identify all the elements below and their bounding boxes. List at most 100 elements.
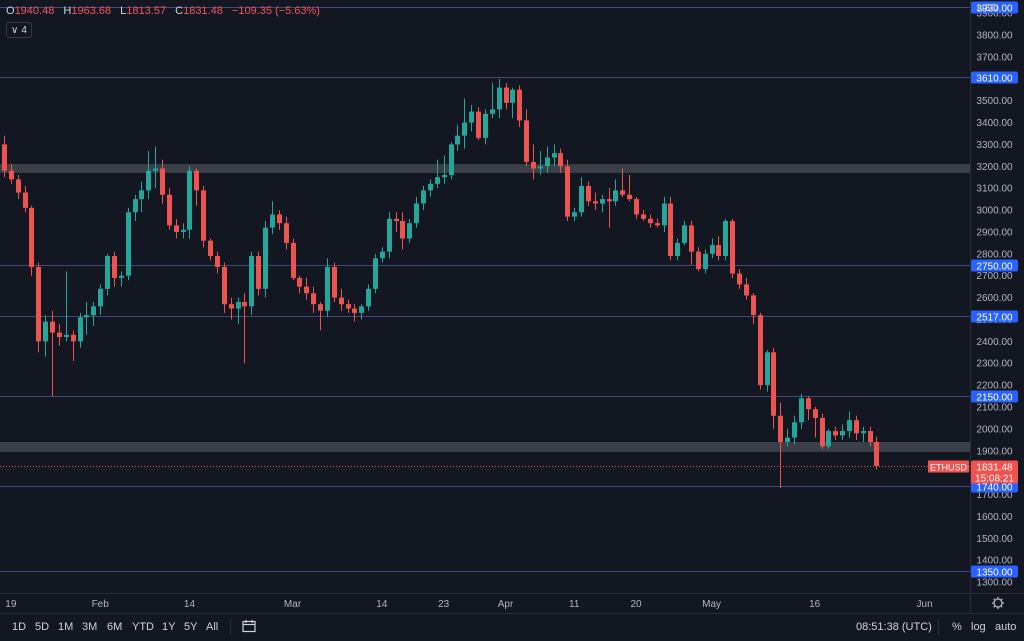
candle-body bbox=[586, 185, 591, 202]
candle-body bbox=[723, 221, 728, 257]
candle-body bbox=[593, 201, 598, 204]
candle-body bbox=[36, 266, 41, 342]
candle-body bbox=[668, 203, 673, 257]
candle bbox=[126, 207, 131, 281]
candle-body bbox=[469, 111, 474, 123]
x-tick-label: 19 bbox=[5, 599, 17, 610]
candle-body bbox=[799, 398, 804, 423]
candle-body bbox=[627, 194, 632, 200]
candle-body bbox=[29, 207, 34, 267]
candle bbox=[242, 293, 247, 364]
high-label: H bbox=[63, 5, 72, 17]
timeframe-1d-button[interactable]: 1D bbox=[12, 621, 27, 633]
candle-body bbox=[194, 170, 199, 191]
candle bbox=[29, 205, 34, 276]
level-price-label: 2750.00 bbox=[976, 262, 1013, 273]
candle bbox=[462, 98, 467, 149]
candle bbox=[249, 251, 254, 316]
candle-body bbox=[490, 109, 495, 114]
candle bbox=[648, 214, 653, 228]
candle bbox=[339, 288, 344, 311]
candle-body bbox=[696, 251, 701, 270]
indicators-toggle-button[interactable]: ∨ 4 bbox=[6, 22, 32, 38]
candle-body bbox=[249, 256, 254, 307]
candle-body bbox=[9, 170, 14, 180]
candle bbox=[799, 393, 804, 429]
candle-body bbox=[861, 431, 866, 434]
candle bbox=[215, 251, 220, 274]
candle-body bbox=[552, 153, 557, 158]
candle-body bbox=[476, 111, 481, 138]
candle-body bbox=[297, 277, 302, 287]
clock-readout[interactable]: 08:51:38 (UTC) bbox=[856, 621, 932, 633]
candle-body bbox=[462, 122, 467, 136]
candle bbox=[586, 181, 591, 206]
candle bbox=[373, 253, 378, 294]
candle bbox=[510, 87, 515, 119]
y-tick-label: 2000.00 bbox=[976, 424, 1013, 435]
candle-body bbox=[84, 315, 89, 318]
candle bbox=[682, 221, 687, 246]
candle bbox=[600, 194, 605, 213]
candle-body bbox=[648, 218, 653, 224]
timeframe-1y-button[interactable]: 1Y bbox=[162, 621, 176, 633]
y-tick-label: 3700.00 bbox=[976, 52, 1013, 63]
log-scale-button[interactable]: log bbox=[971, 621, 986, 633]
currency-label[interactable]: USD bbox=[977, 3, 999, 14]
candle-body bbox=[222, 266, 227, 305]
candle-body bbox=[874, 442, 879, 466]
x-tick-label: 23 bbox=[438, 599, 450, 610]
candle-body bbox=[510, 89, 515, 103]
candlestick-chart[interactable]: 1300.001400.001500.001600.001700.001800.… bbox=[0, 0, 1024, 613]
candle bbox=[874, 436, 879, 470]
level-price-label: 3930.00 bbox=[976, 4, 1013, 15]
candle bbox=[483, 109, 488, 145]
level-price-badge bbox=[971, 310, 1018, 323]
candle-body bbox=[620, 190, 625, 195]
candle bbox=[840, 424, 845, 440]
candle-body bbox=[442, 175, 447, 178]
candle-body bbox=[187, 170, 192, 230]
candle-body bbox=[751, 295, 756, 316]
candle-body bbox=[565, 166, 570, 217]
change-value: −109.35 (−5.63%) bbox=[231, 5, 320, 17]
level-price-label: 2150.00 bbox=[976, 393, 1013, 404]
y-tick-label: 3800.00 bbox=[976, 31, 1013, 42]
candle bbox=[236, 297, 241, 324]
candle bbox=[277, 210, 282, 230]
settings-gear-icon[interactable] bbox=[992, 597, 1004, 609]
timeframe-6m-button[interactable]: 6M bbox=[107, 621, 123, 633]
candle bbox=[428, 179, 433, 197]
candle-body bbox=[311, 293, 316, 305]
candle-body bbox=[435, 177, 440, 184]
candle-body bbox=[373, 258, 378, 289]
candle bbox=[730, 218, 735, 278]
candle bbox=[476, 107, 481, 141]
candle-body bbox=[318, 304, 323, 311]
candle bbox=[469, 105, 474, 132]
last-price-badge bbox=[971, 460, 1018, 484]
y-tick-label: 2700.00 bbox=[976, 271, 1013, 282]
timeframe-1m-button[interactable]: 1M bbox=[58, 621, 74, 633]
ohlc-legend: O1940.48 H1963.68 L1813.57 C1831.48 −109… bbox=[6, 5, 326, 17]
candle bbox=[167, 188, 172, 230]
auto-scale-button[interactable]: auto bbox=[995, 621, 1017, 633]
candle-body bbox=[339, 297, 344, 305]
candle-body bbox=[167, 194, 172, 226]
timeframe-3m-button[interactable]: 3M bbox=[82, 621, 98, 633]
candle-body bbox=[325, 266, 330, 311]
candle bbox=[833, 426, 838, 440]
timeframe-ytd-button[interactable]: YTD bbox=[132, 621, 154, 633]
bottom-toolbar: 1D 5D 1M 3M 6M YTD 1Y 5Y All 08:51:38 (U… bbox=[0, 613, 1024, 641]
candle-body bbox=[2, 144, 7, 171]
candle bbox=[820, 413, 825, 449]
y-tick-label: 1900.00 bbox=[976, 446, 1013, 457]
timeframe-5d-button[interactable]: 5D bbox=[35, 621, 50, 633]
candle-body bbox=[600, 199, 605, 204]
candle-body bbox=[771, 352, 776, 416]
candle-body bbox=[16, 179, 21, 193]
timeframe-all-button[interactable]: All bbox=[206, 621, 219, 633]
timeframe-5y-button[interactable]: 5Y bbox=[184, 621, 198, 633]
percent-scale-button[interactable]: % bbox=[952, 621, 962, 633]
calendar-icon[interactable] bbox=[242, 619, 256, 636]
